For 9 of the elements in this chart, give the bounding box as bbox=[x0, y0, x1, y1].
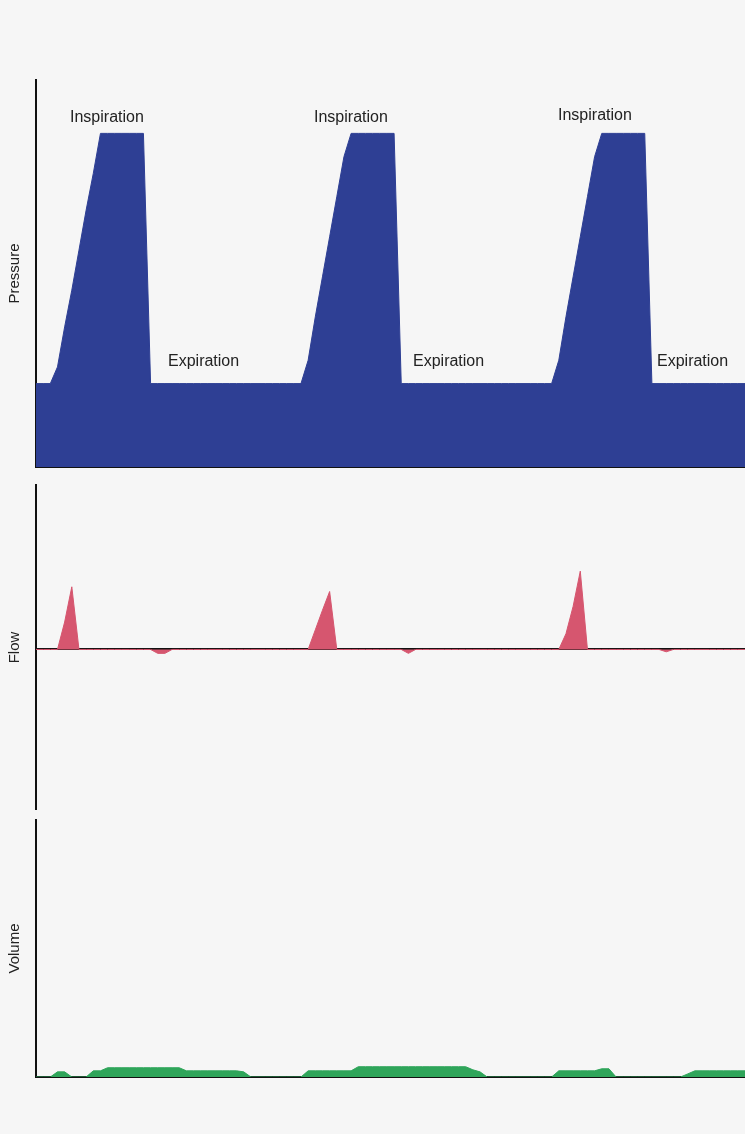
y-axis-title: Volume bbox=[5, 923, 23, 974]
annotation: Expiration bbox=[657, 352, 729, 370]
text: Inspiration bbox=[558, 106, 632, 124]
text: Inspiration bbox=[314, 108, 388, 126]
y-axis-title: Pressure bbox=[5, 243, 23, 304]
text: Inspiration bbox=[70, 108, 144, 126]
annotation: Expiration bbox=[413, 352, 485, 370]
y-axis-title: Flow bbox=[5, 631, 23, 664]
annotation: Expiration bbox=[168, 352, 240, 370]
